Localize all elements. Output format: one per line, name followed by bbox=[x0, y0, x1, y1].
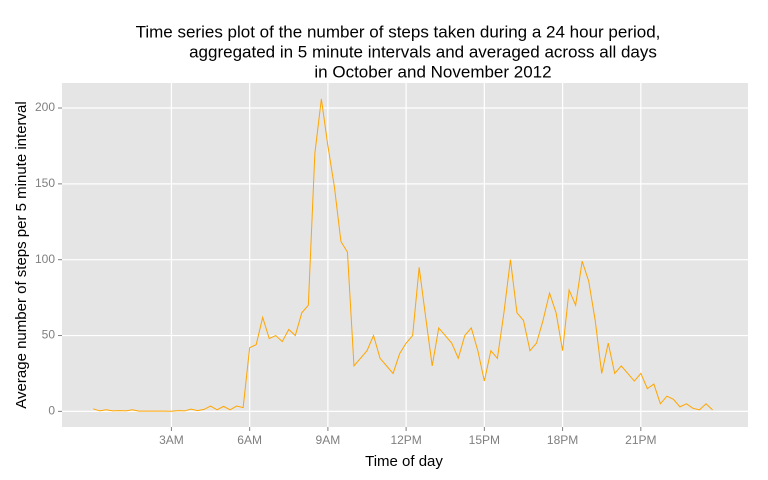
x-tick-label: 18PM bbox=[547, 433, 578, 447]
y-tick-label: 200 bbox=[35, 100, 55, 114]
y-tick-label: 0 bbox=[48, 404, 55, 418]
chart-title: in October and November 2012 bbox=[314, 62, 551, 81]
y-tick-label: 100 bbox=[35, 252, 55, 266]
y-tick-label: 150 bbox=[35, 176, 55, 190]
chart-title: aggregated in 5 minute intervals and ave… bbox=[189, 42, 657, 61]
y-tick-label: 50 bbox=[42, 328, 56, 342]
x-tick-label: 15PM bbox=[469, 433, 500, 447]
x-tick-label: 3AM bbox=[159, 433, 184, 447]
x-axis-label: Time of day bbox=[365, 453, 443, 470]
x-tick-label: 12PM bbox=[390, 433, 421, 447]
data-line bbox=[93, 98, 713, 412]
panel bbox=[62, 83, 748, 427]
chart-title: Time series plot of the number of steps … bbox=[136, 22, 661, 41]
x-tick-label: 21PM bbox=[625, 433, 656, 447]
y-axis-label: Average number of steps per 5 minute int… bbox=[13, 101, 30, 408]
x-tick-label: 6AM bbox=[237, 433, 262, 447]
x-tick-label: 9AM bbox=[316, 433, 341, 447]
